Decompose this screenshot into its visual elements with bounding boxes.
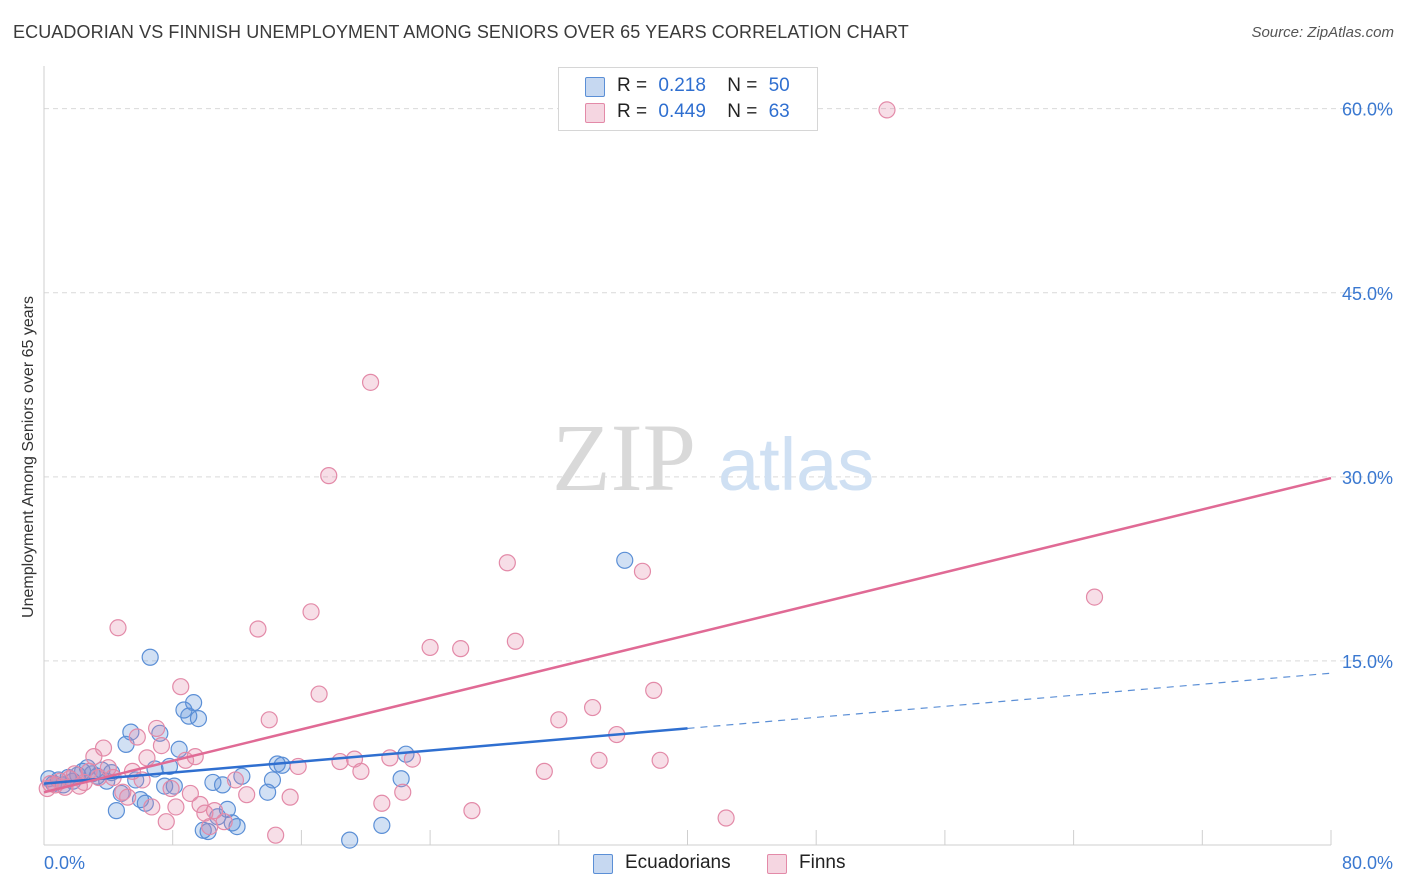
finns-point — [373, 794, 391, 812]
gridlines — [44, 108, 1392, 662]
y-tick-label: 30.0% — [1342, 468, 1393, 488]
legend-r-value: 0.218 — [658, 75, 706, 96]
legend-r-label: R = — [617, 75, 648, 96]
bottom-legend-label-ecuadorians: Ecuadorians — [625, 852, 731, 873]
source-label: Source: ZipAtlas.com — [1251, 24, 1394, 41]
finns-point — [167, 798, 185, 816]
finns-point — [238, 786, 256, 804]
finns-point — [152, 736, 171, 755]
finns-point — [249, 620, 267, 638]
finns-point — [119, 788, 137, 806]
finns-point — [550, 711, 568, 729]
finns-point — [651, 751, 669, 769]
watermark-atlas: atlas — [718, 423, 874, 506]
watermark: ZIP atlas — [552, 404, 874, 511]
finns-point — [645, 681, 663, 699]
ecuadorians-trend-extension — [687, 672, 1332, 730]
ecuadorians-point — [273, 756, 291, 774]
finns-point — [201, 817, 219, 836]
finns-point — [157, 813, 175, 831]
legend-n-value: 50 — [768, 75, 790, 96]
legend-r-label: R = — [617, 101, 648, 122]
legend-r-value: 0.449 — [658, 101, 706, 122]
ecuadorians-point — [392, 770, 410, 788]
finns-point — [310, 685, 328, 703]
finns-point — [717, 809, 735, 827]
ecuadorians-point — [373, 816, 391, 834]
finns-point — [128, 728, 146, 746]
finns-point — [421, 638, 439, 657]
finns-point — [361, 373, 380, 391]
finns-point — [590, 751, 608, 769]
legend-n-label: N = — [727, 101, 758, 122]
ecuadorians-point — [263, 771, 282, 789]
y-tick-label: 45.0% — [1342, 284, 1393, 304]
x-tick-label: 80.0% — [1342, 853, 1393, 873]
finns-point — [535, 762, 553, 780]
finns-point — [138, 749, 156, 767]
y-tick-label: 60.0% — [1342, 100, 1393, 120]
finns-point — [162, 779, 180, 798]
finns-point — [1085, 588, 1104, 606]
finns-point — [331, 752, 349, 771]
ecuadorians-point — [165, 777, 183, 795]
finns-trend-line — [43, 476, 1332, 794]
finns-point — [394, 783, 412, 801]
legend-n-value: 63 — [768, 101, 790, 122]
watermark-zip: ZIP — [552, 404, 696, 511]
finns-point — [498, 554, 516, 572]
chart-title: ECUADORIAN VS FINNISH UNEMPLOYMENT AMONG… — [13, 22, 909, 42]
finns-point — [215, 813, 233, 831]
ecuadorians-point — [341, 831, 359, 849]
finns-point — [452, 640, 470, 658]
finns-point — [114, 783, 132, 801]
finns-point — [148, 719, 166, 738]
ecuadorians-trend-line — [43, 727, 688, 785]
finns-point — [463, 802, 481, 820]
finns-point — [583, 698, 602, 717]
stats-legend: R = 0.218 N = 50 R = 0.449 N = 63 — [558, 67, 818, 131]
legend-n-label: N = — [727, 75, 758, 96]
bottom-legend-label-finns: Finns — [799, 852, 846, 873]
bottom-legend-swatch-finns — [767, 854, 787, 874]
trend-lines — [43, 476, 1332, 794]
finns-point — [878, 101, 896, 119]
finns-point — [143, 798, 161, 816]
finns-point — [260, 711, 278, 729]
finns-point — [85, 748, 103, 766]
y-tick-label: 15.0% — [1342, 652, 1393, 672]
ecuadorians-point — [185, 694, 203, 712]
ecuadorians-point — [107, 802, 125, 820]
bottom-legend-swatch-ecuadorians — [593, 854, 613, 874]
finns-point — [172, 678, 190, 696]
ecuadorians-point — [189, 709, 208, 728]
finns-point — [281, 788, 299, 806]
finns-point — [302, 603, 320, 621]
axes — [43, 66, 1332, 846]
finns-point — [320, 467, 338, 485]
ecuadorians-point — [141, 648, 159, 666]
legend-swatch-ecuadorians — [585, 77, 605, 97]
x-tick-label: 0.0% — [44, 853, 85, 873]
finns-point — [267, 826, 285, 844]
finns-point — [633, 562, 652, 580]
finns-point — [181, 784, 199, 803]
finns-point — [191, 795, 209, 814]
legend-swatch-finns — [585, 103, 605, 123]
ecuadorians-point — [616, 551, 634, 569]
finns-point — [506, 632, 524, 650]
finns-point — [205, 802, 224, 820]
ecuadorians-point — [213, 776, 232, 794]
finns-point — [352, 762, 370, 780]
ecuadorians-point — [228, 817, 246, 836]
legend-text-finns: R = 0.449 N = 63 — [617, 101, 790, 123]
legend-text-ecuadorians: R = 0.218 N = 50 — [617, 75, 790, 97]
ecuadorians-point — [151, 724, 169, 742]
finns-point — [109, 619, 127, 637]
tick-labels: 15.0% 30.0% 45.0% 60.0% 0.0% 80.0% — [44, 100, 1393, 873]
finns-point — [94, 739, 113, 757]
finns-point — [226, 771, 245, 789]
